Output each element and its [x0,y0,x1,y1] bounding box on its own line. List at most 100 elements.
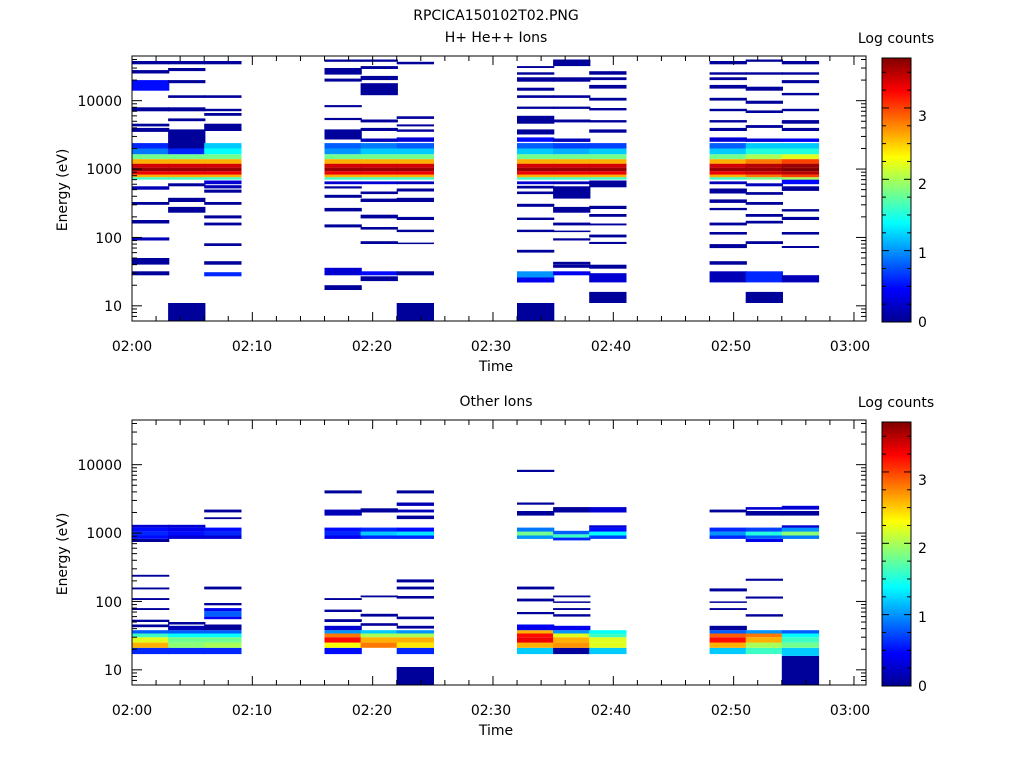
spectrogram-cell [745,100,783,104]
x-axis-label: Time [478,723,513,739]
spectrogram-cell [517,191,555,195]
spectrogram-cell [396,531,434,536]
spectrogram-cell [132,531,170,536]
spectrogram-cell [396,633,434,638]
x-tick-label: 02:40 [591,703,631,719]
spectrogram-cell [553,608,591,610]
spectrogram-cell [324,105,362,108]
spectrogram-cell [517,633,555,638]
spectrogram-cell [396,197,434,202]
spectrogram-cell [396,129,434,132]
spectrogram-cell [132,237,170,241]
spectrogram-cell [745,159,783,164]
spectrogram-cell [553,148,591,155]
spectrogram-cell [204,113,242,116]
spectrogram-cell [553,271,591,276]
spectrogram-cell [396,137,434,142]
spectrogram-cell [204,108,242,112]
spectrogram-cell [517,143,555,149]
spectrogram-cell [517,511,555,516]
spectrogram-cell [396,229,434,233]
spectrogram-cell [553,630,591,634]
spectrogram-cell [553,119,591,123]
axis-ticks [131,420,866,686]
spectrogram-cell [132,574,170,577]
colorbar-tick-label: 2 [918,177,927,193]
spectrogram-cell [132,271,170,276]
spectrogram-cell [709,232,747,235]
spectrogram-cell [553,177,591,180]
spectrogram-cell [781,61,820,65]
spectrogram-cell [589,637,627,643]
spectrogram-cell [517,148,555,155]
spectrogram-cell [781,171,820,175]
spectrogram-cell [553,507,591,513]
spectrogram-cell [324,177,362,180]
spectrogram-cell [745,163,783,168]
spectrogram-cell [360,75,398,81]
spectrogram-cell [781,246,820,248]
spectrogram-cell [360,271,398,276]
spectrogram-cell [360,119,398,123]
colorbar-ticks [882,435,911,687]
spectrogram-cell [168,630,206,634]
spectrogram-cell [745,59,783,62]
spectrogram-cell [396,616,434,620]
y-axis-label: Energy (eV) [55,149,71,232]
spectrogram-cell [709,608,747,610]
spectrogram-cell [745,535,783,539]
spectrogram-cell [168,177,206,180]
spectrogram-cell [396,586,434,590]
spectrogram-cell [168,303,206,321]
spectrogram-cell [745,578,783,581]
spectrogram-cell [324,154,362,160]
spectrogram-cell [204,154,242,160]
spectrogram-cell [360,177,398,180]
spectrogram-cell [168,527,206,532]
spectrogram-cell [517,630,555,634]
spectrogram-cell [589,630,627,634]
spectrogram-cell [396,642,434,648]
spectrogram-cell [745,642,783,648]
spectrogram-cell [517,647,555,655]
spectrogram-cell [204,611,242,617]
spectrogram-cell [360,66,398,69]
spectrogram-cell [324,174,362,178]
spectrogram-cell [589,77,627,81]
spectrogram-cell [553,614,591,617]
spectrogram-cell [132,186,170,190]
spectrogram-cell [709,207,747,211]
spectrogram-cell [360,59,398,62]
spectrogram-cell [517,95,555,98]
spectrogram-cell [517,586,555,590]
spectrogram-cell [168,535,206,539]
y-tick-label: 10 [104,299,122,315]
colorbar-tick-label: 1 [918,246,927,262]
spectrogram-cell [204,123,242,131]
spectrogram-cell [132,624,170,628]
spectrogram-cell [324,619,362,622]
spectrogram-cell [132,630,170,634]
spectrogram-cell [517,624,555,631]
spectrogram-cell [168,206,206,213]
plot-frame [131,55,867,322]
spectrogram-cell [553,642,591,648]
spectrogram-cell [709,120,747,123]
spectrogram-cell [132,598,170,600]
spectrogram-cell [204,527,242,532]
spectrogram-cell [589,205,627,209]
spectrogram-cell [745,148,783,155]
spectrogram-cell [709,271,747,283]
spectrogram-cell [324,509,362,516]
colorbar-tick-label: 2 [918,541,927,557]
spectrogram-cell [324,598,362,600]
spectrogram-cell [396,515,434,520]
x-tick-label: 03:00 [830,703,870,719]
spectrogram-cell [204,586,242,590]
spectrogram-cell [204,202,242,205]
spectrogram-cell [324,171,362,175]
spectrogram-cell [709,181,747,185]
spectrogram-cell [517,469,555,472]
spectrogram-cell [204,509,242,513]
spectrogram-cell [132,535,170,539]
